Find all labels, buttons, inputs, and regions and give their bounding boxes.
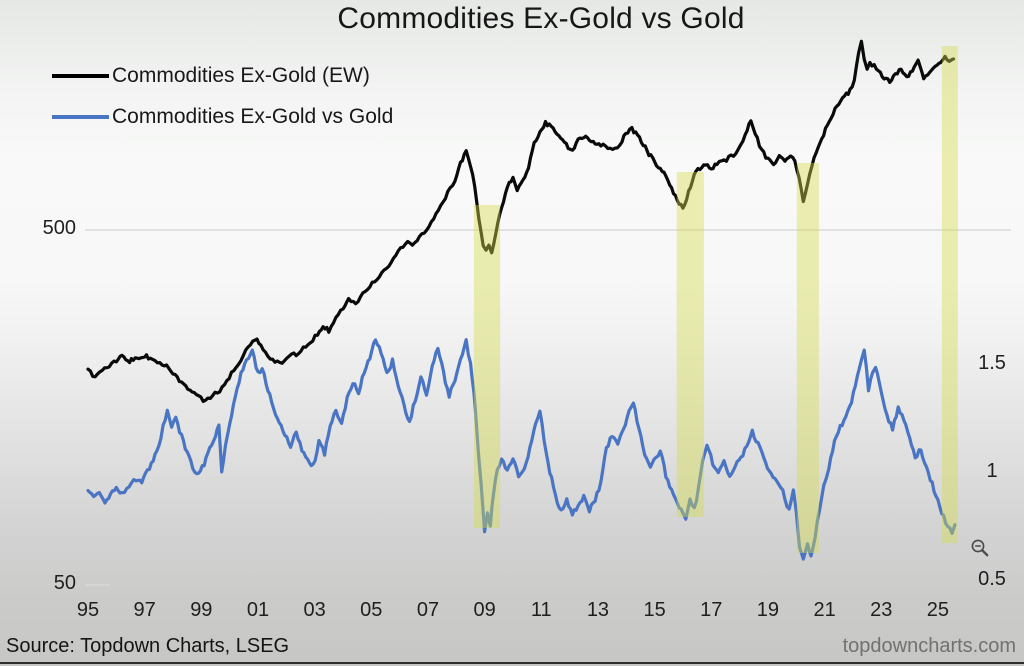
legend-item-vs-gold: Commodities Ex-Gold vs Gold bbox=[52, 96, 393, 137]
x-axis-tick-label: 17 bbox=[700, 599, 723, 621]
highlight-band bbox=[796, 163, 819, 553]
x-axis-tick-label: 11 bbox=[530, 599, 552, 621]
x-axis-tick-label: 25 bbox=[926, 599, 950, 621]
legend-label: Commodities Ex-Gold vs Gold bbox=[112, 104, 394, 128]
x-axis-tick-label: 03 bbox=[303, 599, 326, 621]
x-axis-tick-label: 19 bbox=[756, 599, 780, 621]
x-axis-tick-label: 09 bbox=[473, 599, 496, 621]
x-axis-tick-label: 05 bbox=[360, 599, 383, 621]
legend-line-swatch-black bbox=[52, 73, 109, 78]
left-axis-tick-label: 500 bbox=[42, 217, 76, 239]
x-axis-tick-label: 99 bbox=[190, 599, 213, 621]
x-axis-tick-label: 01 bbox=[246, 599, 270, 621]
source-credit: Source: Topdown Charts, LSEG bbox=[6, 635, 290, 657]
zoom-out-icon[interactable] bbox=[969, 537, 991, 559]
legend-label: Commodities Ex-Gold (EW) bbox=[112, 63, 370, 87]
x-axis-tick-label: 21 bbox=[813, 599, 836, 621]
x-axis-tick-label: 15 bbox=[643, 599, 666, 621]
x-axis-tick-label: 97 bbox=[133, 599, 156, 621]
left-axis-tick-label: 50 bbox=[53, 572, 76, 594]
bottom-divider bbox=[0, 662, 1024, 664]
right-axis-tick-label: 1 bbox=[986, 460, 998, 482]
watermark-url: topdowncharts.com bbox=[842, 635, 1016, 657]
x-axis-tick-label: 13 bbox=[586, 599, 610, 621]
highlight-band bbox=[676, 172, 704, 517]
legend-item-ex-gold: Commodities Ex-Gold (EW) bbox=[52, 55, 393, 96]
chart-title: Commodities Ex-Gold vs Gold bbox=[337, 2, 745, 35]
x-axis-tick-label: 23 bbox=[870, 599, 893, 621]
x-axis-tick-label: 07 bbox=[416, 599, 440, 621]
series-line-ex-gold bbox=[86, 39, 956, 403]
right-axis-tick-label: 1.5 bbox=[978, 352, 1006, 374]
legend-line-swatch-blue bbox=[52, 114, 109, 119]
highlight-band bbox=[941, 46, 958, 543]
right-axis-tick-label: 0.5 bbox=[978, 568, 1006, 590]
x-axis-tick-label: 95 bbox=[76, 599, 100, 621]
series-line-vs-gold bbox=[86, 338, 957, 561]
highlight-band bbox=[473, 205, 501, 528]
legend: Commodities Ex-Gold (EW) Commodities Ex-… bbox=[52, 55, 393, 137]
